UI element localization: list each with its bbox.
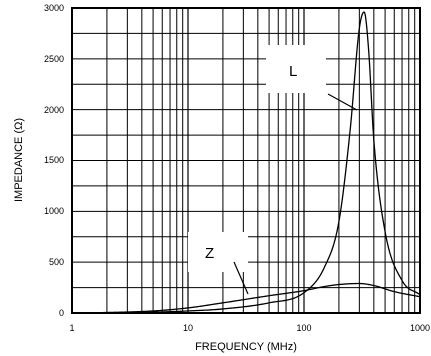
- x-axis-label: FREQUENCY (MHz): [195, 341, 297, 353]
- label-box-z: [188, 232, 248, 272]
- annotation-l: L: [289, 63, 297, 80]
- y-axis-label: IMPEDANCE (Ω): [13, 118, 25, 202]
- x-tick-label-100: 100: [296, 323, 311, 333]
- y-tick-label-2000: 2000: [44, 105, 64, 115]
- y-tick-label-0: 0: [59, 308, 64, 318]
- series-line-l: [71, 11, 421, 314]
- label-box-l: [266, 45, 326, 93]
- y-tick-label-1500: 1500: [44, 155, 64, 165]
- x-tick-label-1000: 1000: [410, 323, 430, 333]
- series-line-z: [71, 282, 421, 314]
- leader-line-z: [233, 261, 249, 295]
- plot-frame: [71, 7, 421, 314]
- y-tick-label-500: 500: [49, 257, 64, 267]
- y-tick-label-2500: 2500: [44, 54, 64, 64]
- x-tick-label-10: 10: [183, 323, 193, 333]
- y-tick-label-3000: 3000: [44, 3, 64, 13]
- leader-line-l: [327, 93, 358, 111]
- curves: [71, 11, 421, 314]
- y-tick-label-1000: 1000: [44, 206, 64, 216]
- annotation-z: Z: [205, 245, 214, 262]
- x-tick-label-1: 1: [69, 323, 74, 333]
